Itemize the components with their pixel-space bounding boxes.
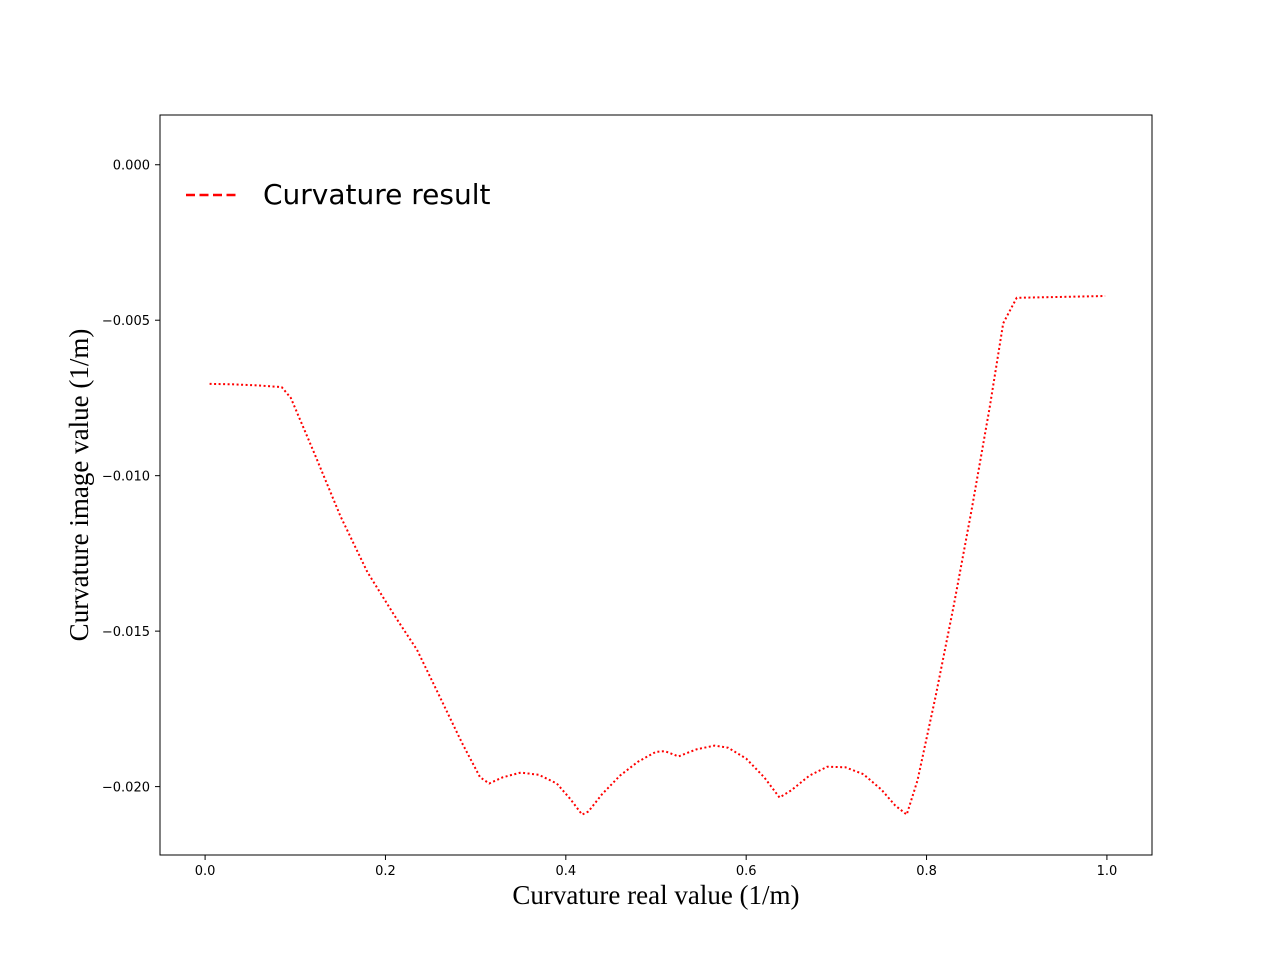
series-line-curvature-result	[209, 295, 1106, 816]
legend-label-curvature-result: Curvature result	[263, 178, 491, 211]
x-tick-label: 0.6	[736, 864, 757, 879]
x-axis-title: Curvature real value (1/m)	[512, 880, 799, 910]
y-axis-ticks: 0.000 −0.005 −0.010 −0.015 −0.020	[102, 159, 160, 796]
x-tick-label: 0.2	[375, 864, 396, 879]
x-axis-ticks: 0.0 0.2 0.4 0.6 0.8 1.0	[195, 855, 1118, 879]
x-tick-label: 0.0	[195, 864, 216, 879]
series-layer	[209, 295, 1106, 816]
y-tick-label: 0.000	[113, 159, 150, 174]
x-tick-label: 1.0	[1097, 864, 1118, 879]
legend: Curvature result	[186, 178, 491, 211]
y-tick-label: −0.015	[102, 625, 150, 640]
y-tick-label: −0.020	[102, 781, 150, 796]
x-tick-label: 0.8	[916, 864, 937, 879]
y-tick-label: −0.010	[102, 470, 150, 485]
y-tick-label: −0.005	[102, 314, 150, 329]
plot-frame	[159, 114, 1153, 856]
y-axis-title: Curvature image value (1/m)	[64, 329, 94, 642]
x-tick-label: 0.4	[555, 864, 576, 879]
plot-area	[160, 115, 1152, 855]
